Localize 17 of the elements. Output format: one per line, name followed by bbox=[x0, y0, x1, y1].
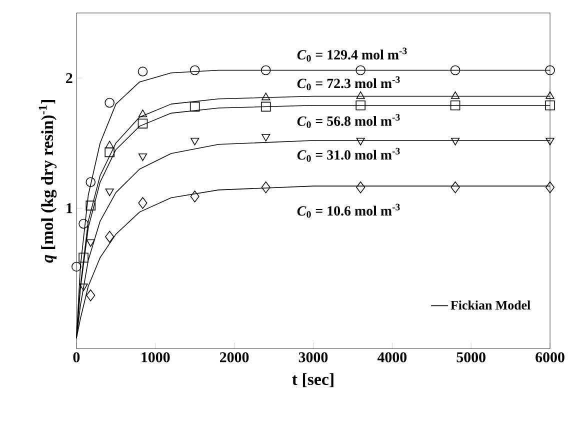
x-axis-title: t [sec] bbox=[292, 373, 334, 388]
annotation: C$_{0}$ = 129.4 mol m$^{-3}$ bbox=[297, 48, 407, 62]
y-axis-title: q [mol (kg dry resin)$^{-1}$] bbox=[38, 100, 57, 263]
x-tick-label: 1000 bbox=[142, 352, 170, 362]
x-tick-label: 2000 bbox=[220, 352, 249, 362]
x-tick-label: 3000 bbox=[298, 352, 328, 362]
x-tick-label: 4000 bbox=[377, 352, 407, 362]
x-tick-label: 6000 bbox=[536, 352, 564, 362]
annotation: C$_{0}$ = 10.6 mol m$^{-3}$ bbox=[297, 204, 400, 218]
y-tick-label: 1 bbox=[66, 203, 72, 214]
annotation: C$_{0}$ = 72.3 mol m$^{-3}$ bbox=[297, 76, 400, 90]
annotation: C$_{0}$ = 56.8 mol m$^{-3}$ bbox=[297, 114, 400, 128]
legend-label: Fickian Model bbox=[450, 300, 530, 310]
x-tick-label: 5000 bbox=[456, 352, 486, 362]
annotation: C$_{0}$ = 31.0 mol m$^{-3}$ bbox=[297, 148, 400, 162]
x-tick-label: 0 bbox=[73, 352, 80, 362]
y-tick-label: 2 bbox=[66, 73, 72, 84]
